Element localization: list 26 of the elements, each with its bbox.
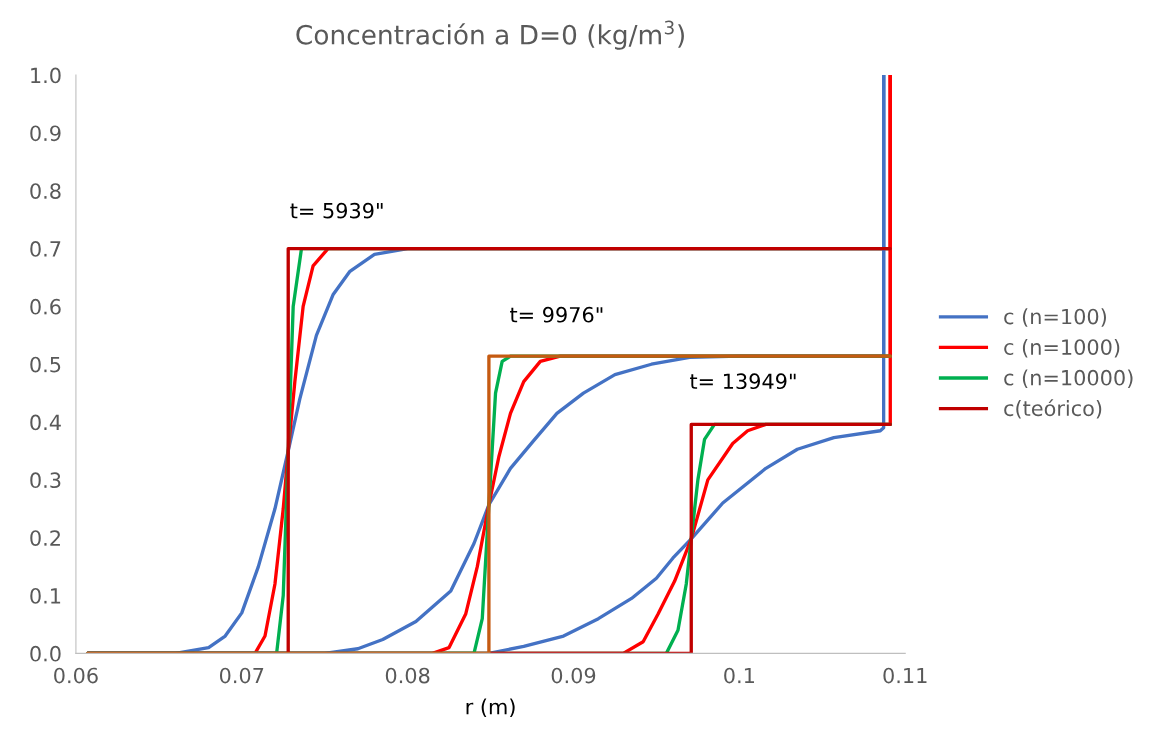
y-tick-label: 1.0 — [31, 67, 61, 84]
x-tick-label: 0.09 — [551, 667, 596, 684]
x-tick-label: 0.08 — [385, 667, 430, 684]
annotation: t= 9976" — [510, 306, 603, 323]
annotation: t= 5939" — [290, 202, 383, 219]
y-tick-label: 0.3 — [30, 472, 61, 489]
x-axis-title: r (m) — [466, 698, 515, 718]
y-tick-label: 0.8 — [30, 183, 61, 199]
x-tick-label: 0.07 — [219, 667, 264, 684]
legend-label: c (n=10000) — [1004, 369, 1133, 389]
y-tick-label: 0.1 — [30, 588, 61, 604]
y-tick-label: 0.4 — [30, 414, 61, 431]
x-tick-label: 0.1 — [724, 667, 754, 684]
legend-label: c (n=100) — [1004, 308, 1106, 327]
chart-title: Concentración a D=0 (kg/m$^{3}$) — [296, 20, 684, 50]
y-tick-label: 0.9 — [30, 125, 61, 142]
x-tick-label: 0.06 — [54, 667, 98, 684]
y-tick-label: 0.2 — [30, 530, 60, 546]
legend-label: c (n=1000) — [1004, 338, 1120, 358]
annotation: t= 13949" — [690, 373, 796, 390]
y-tick-label: 0.0 — [30, 645, 61, 662]
legend-label: c(teórico) — [1004, 399, 1102, 419]
y-tick-label: 0.6 — [30, 298, 61, 315]
y-tick-label: 0.5 — [30, 356, 61, 373]
y-tick-label: 0.7 — [30, 241, 61, 257]
x-tick-label: 0.11 — [883, 667, 927, 684]
